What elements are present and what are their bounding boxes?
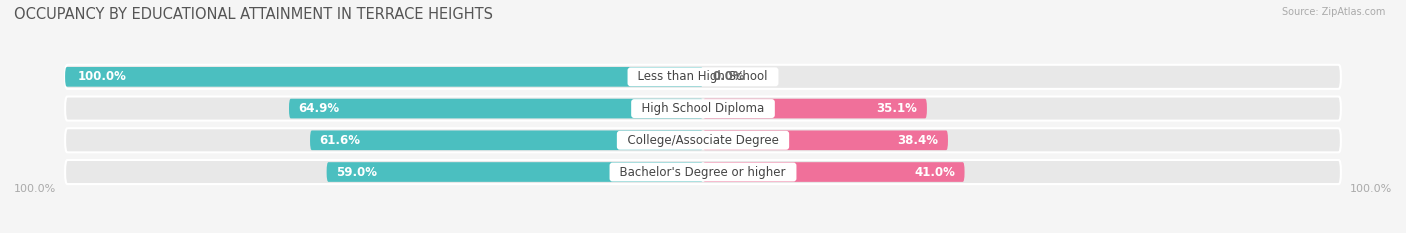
FancyBboxPatch shape (290, 99, 703, 118)
FancyBboxPatch shape (65, 67, 703, 87)
Text: 100.0%: 100.0% (1350, 184, 1392, 194)
FancyBboxPatch shape (65, 65, 1341, 89)
Text: OCCUPANCY BY EDUCATIONAL ATTAINMENT IN TERRACE HEIGHTS: OCCUPANCY BY EDUCATIONAL ATTAINMENT IN T… (14, 7, 494, 22)
FancyBboxPatch shape (703, 130, 948, 150)
Text: Source: ZipAtlas.com: Source: ZipAtlas.com (1281, 7, 1385, 17)
Text: Bachelor's Degree or higher: Bachelor's Degree or higher (613, 165, 793, 178)
Text: 0.0%: 0.0% (713, 70, 745, 83)
Text: Less than High School: Less than High School (630, 70, 776, 83)
FancyBboxPatch shape (703, 99, 927, 118)
FancyBboxPatch shape (326, 162, 703, 182)
Text: 38.4%: 38.4% (897, 134, 938, 147)
Text: High School Diploma: High School Diploma (634, 102, 772, 115)
Text: 64.9%: 64.9% (298, 102, 340, 115)
FancyBboxPatch shape (311, 130, 703, 150)
FancyBboxPatch shape (65, 96, 1341, 121)
FancyBboxPatch shape (65, 160, 1341, 184)
Text: 41.0%: 41.0% (914, 165, 955, 178)
Text: 35.1%: 35.1% (876, 102, 917, 115)
Text: 100.0%: 100.0% (77, 70, 127, 83)
Text: College/Associate Degree: College/Associate Degree (620, 134, 786, 147)
FancyBboxPatch shape (703, 162, 965, 182)
Text: 59.0%: 59.0% (336, 165, 377, 178)
Text: 61.6%: 61.6% (319, 134, 360, 147)
Text: 100.0%: 100.0% (14, 184, 56, 194)
FancyBboxPatch shape (65, 128, 1341, 152)
